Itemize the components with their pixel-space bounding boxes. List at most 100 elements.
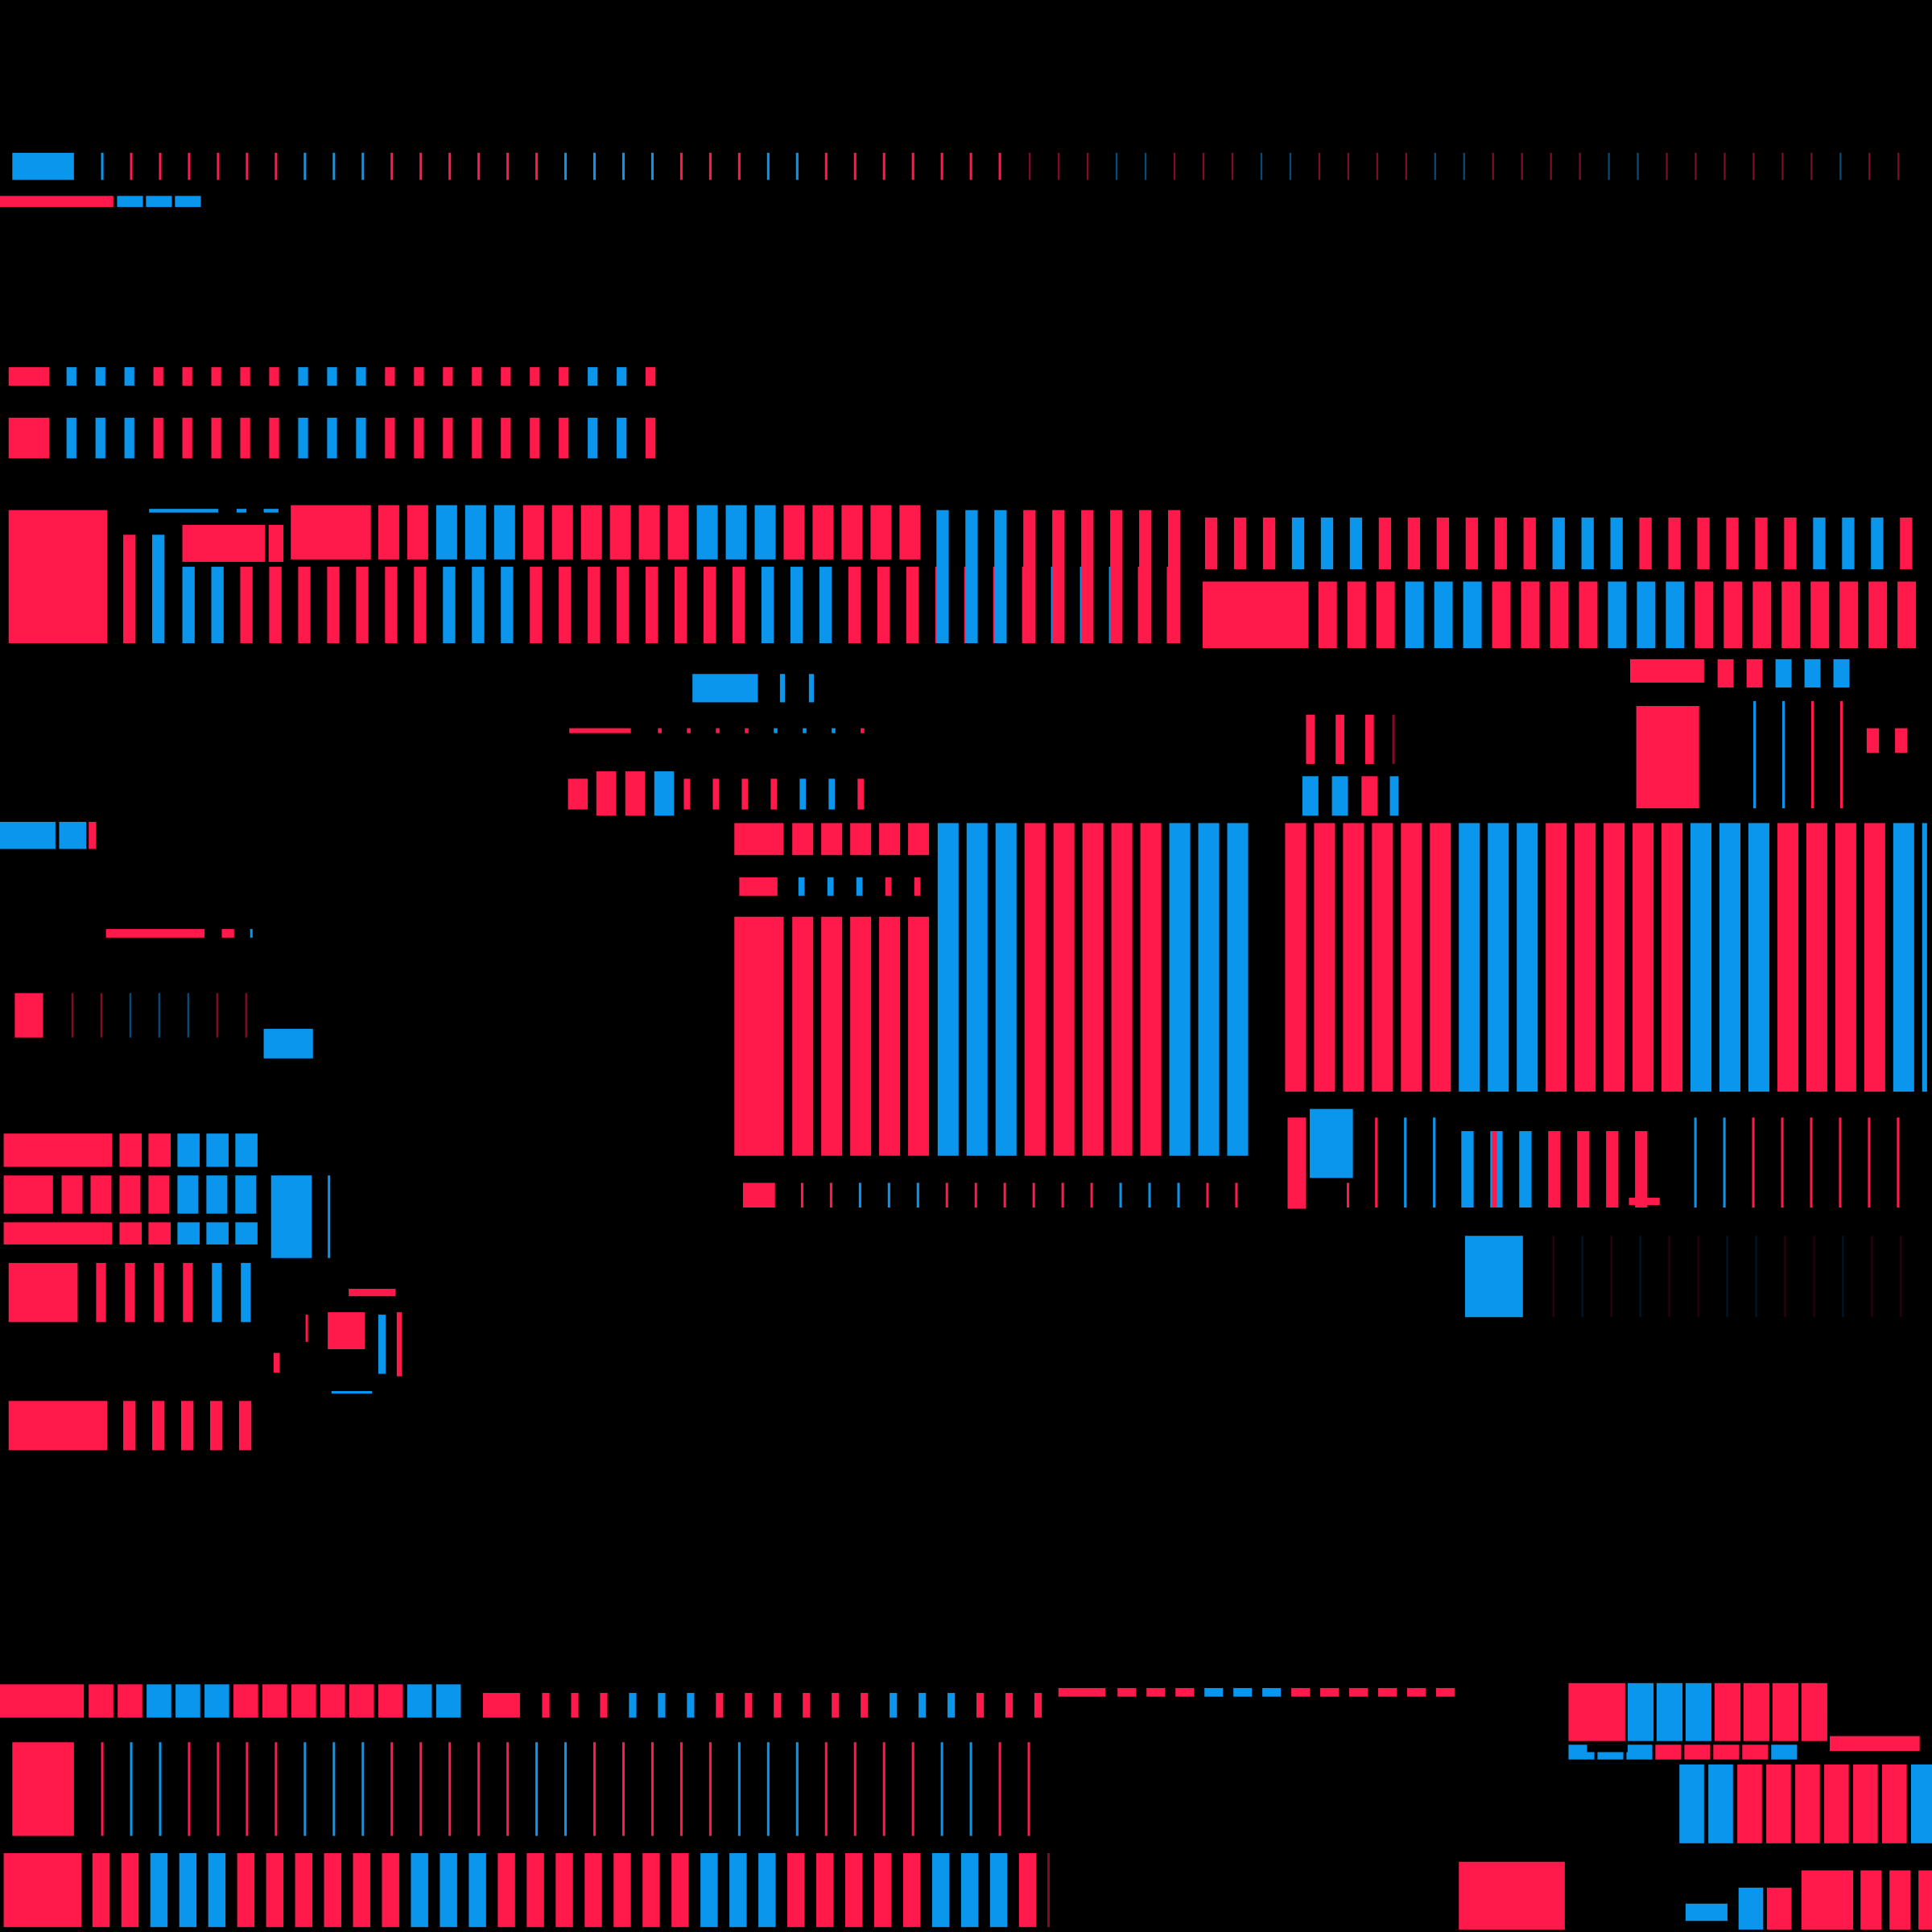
block	[327, 567, 340, 643]
block	[1430, 823, 1451, 1092]
block	[150, 1853, 168, 1927]
block	[687, 728, 691, 733]
block	[1262, 517, 1276, 570]
block	[879, 823, 901, 856]
block	[1581, 517, 1594, 570]
block	[1752, 581, 1772, 649]
block	[1575, 823, 1596, 1092]
block	[858, 1183, 861, 1208]
block	[803, 728, 807, 733]
block	[96, 1262, 106, 1323]
block	[522, 505, 544, 559]
block	[1910, 1764, 1932, 1843]
block	[687, 1693, 695, 1718]
block	[154, 1262, 164, 1323]
block	[263, 509, 279, 513]
block	[105, 929, 205, 938]
block	[808, 674, 814, 703]
block	[436, 1684, 461, 1718]
block	[696, 505, 718, 559]
block	[609, 505, 631, 559]
block	[233, 1684, 258, 1718]
block	[1202, 581, 1309, 649]
block	[414, 567, 427, 643]
block	[530, 367, 540, 386]
block	[59, 821, 87, 849]
block	[1047, 1853, 1051, 1927]
block	[908, 916, 930, 1156]
block	[1724, 152, 1726, 180]
block	[841, 505, 863, 559]
block	[790, 567, 803, 643]
block	[1389, 776, 1399, 816]
block	[716, 728, 720, 733]
block	[1204, 517, 1218, 570]
block	[1262, 1687, 1282, 1697]
block	[588, 567, 601, 643]
block	[1347, 581, 1366, 649]
block	[66, 417, 76, 459]
block	[1550, 152, 1552, 180]
block	[792, 823, 814, 856]
block	[1714, 1682, 1740, 1741]
block	[1918, 1870, 1932, 1930]
block	[969, 152, 972, 180]
block	[1839, 581, 1859, 649]
block	[1139, 510, 1152, 643]
block	[361, 1742, 365, 1836]
block	[1204, 1687, 1224, 1697]
block	[1685, 1903, 1728, 1922]
block	[1552, 1236, 1554, 1318]
block	[385, 567, 398, 643]
block	[887, 1183, 890, 1208]
block	[1053, 823, 1075, 1156]
block	[1781, 152, 1784, 180]
block	[1738, 1887, 1764, 1930]
block	[8, 417, 50, 459]
block	[61, 1175, 83, 1214]
block	[472, 567, 485, 643]
block	[535, 152, 539, 180]
block	[3, 1222, 113, 1245]
block	[667, 505, 689, 559]
block	[1777, 823, 1798, 1092]
block	[1695, 581, 1714, 649]
block	[940, 152, 943, 180]
block	[1434, 581, 1453, 649]
block	[1233, 1687, 1253, 1697]
block	[1436, 517, 1449, 570]
block	[708, 152, 712, 180]
block	[269, 567, 282, 643]
block	[327, 367, 337, 386]
block	[177, 1133, 200, 1167]
block	[1177, 1183, 1180, 1208]
block	[472, 367, 482, 386]
block	[592, 152, 597, 180]
block	[250, 929, 253, 938]
block	[1318, 581, 1337, 649]
block	[246, 152, 249, 180]
block	[1806, 1682, 1817, 1711]
block	[1630, 658, 1704, 683]
block	[1306, 714, 1315, 764]
block	[1361, 776, 1378, 816]
block	[1349, 1687, 1368, 1697]
block	[1813, 517, 1826, 570]
block	[1023, 510, 1036, 643]
block	[448, 152, 452, 180]
block	[658, 1693, 666, 1718]
block	[873, 1853, 892, 1927]
block	[1364, 714, 1374, 764]
block	[564, 152, 568, 180]
block	[501, 367, 511, 386]
block	[1810, 581, 1830, 649]
block	[101, 1742, 104, 1836]
block	[580, 505, 602, 559]
block	[1568, 1682, 1625, 1741]
block	[1302, 776, 1319, 816]
block	[1117, 1687, 1137, 1697]
block	[1766, 1764, 1791, 1843]
block	[119, 1175, 141, 1214]
block	[559, 417, 569, 459]
block	[569, 728, 631, 733]
